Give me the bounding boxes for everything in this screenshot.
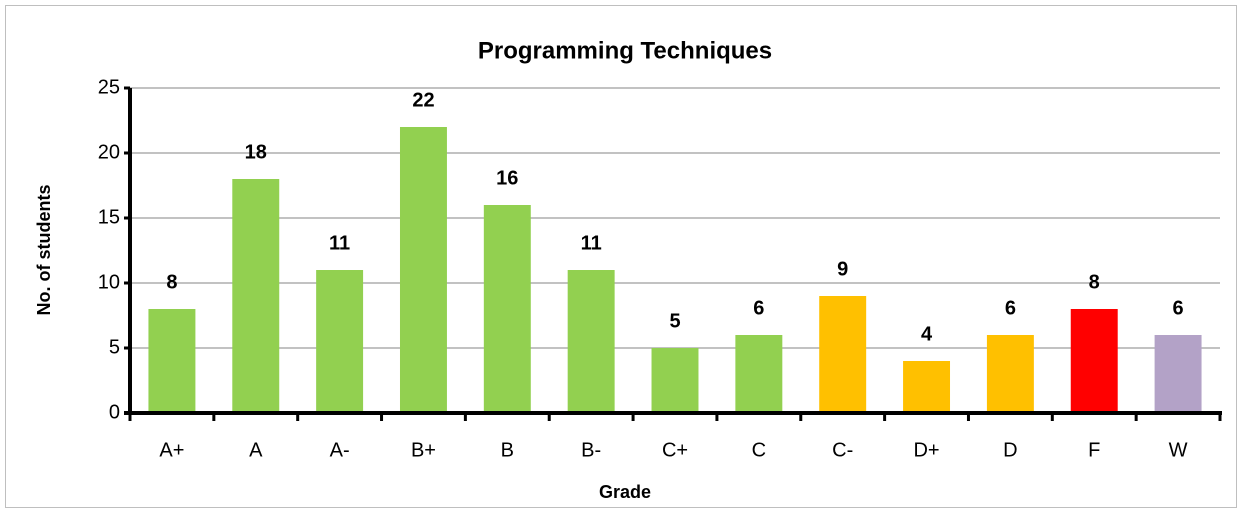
y-tick-label: 0 (109, 401, 120, 423)
x-axis-title: Grade (599, 482, 651, 502)
data-label: 18 (245, 141, 267, 163)
bar (399, 127, 447, 413)
data-label: 6 (1173, 297, 1184, 319)
bar (483, 205, 531, 413)
bar (986, 335, 1034, 413)
x-tick-label: D (1003, 439, 1017, 461)
bar (903, 361, 951, 413)
bar (232, 179, 280, 413)
bar (148, 309, 196, 413)
chart-frame (5, 5, 1237, 508)
y-tick-label: 25 (98, 76, 120, 98)
y-tick-label: 5 (109, 336, 120, 358)
x-tick-label: A- (330, 439, 350, 461)
y-tick-label: 10 (98, 271, 120, 293)
data-label: 5 (669, 310, 680, 332)
chart-title: Programming Techniques (478, 37, 772, 64)
data-label: 8 (1089, 271, 1100, 293)
data-label: 11 (581, 232, 602, 254)
x-tick-label: C (752, 439, 766, 461)
y-tick-label: 20 (98, 141, 120, 163)
x-tick-label: B+ (411, 439, 436, 461)
x-tick-label: A+ (159, 439, 184, 461)
data-label: 9 (837, 258, 848, 280)
data-label: 6 (753, 297, 764, 319)
y-tick-label: 15 (98, 206, 120, 228)
x-tick-label: D+ (913, 439, 939, 461)
x-tick-label: C- (832, 439, 853, 461)
x-tick-label: A (249, 439, 263, 461)
bar (1154, 335, 1202, 413)
data-label: 16 (496, 167, 518, 189)
bar (735, 335, 783, 413)
x-tick-label: C+ (662, 439, 688, 461)
x-tick-label: B- (581, 439, 601, 461)
bar (316, 270, 364, 413)
x-tick-label: B (501, 439, 514, 461)
data-label: 11 (329, 232, 350, 254)
bar (651, 348, 699, 413)
bar (1070, 309, 1118, 413)
data-label: 6 (1005, 297, 1016, 319)
bar (819, 296, 867, 413)
x-tick-label: F (1088, 439, 1100, 461)
data-label: 4 (921, 323, 933, 345)
data-label: 8 (166, 271, 177, 293)
y-axis-title: No. of students (34, 185, 54, 316)
bar (567, 270, 615, 413)
x-tick-label: W (1169, 439, 1188, 461)
data-label: 22 (412, 89, 434, 111)
